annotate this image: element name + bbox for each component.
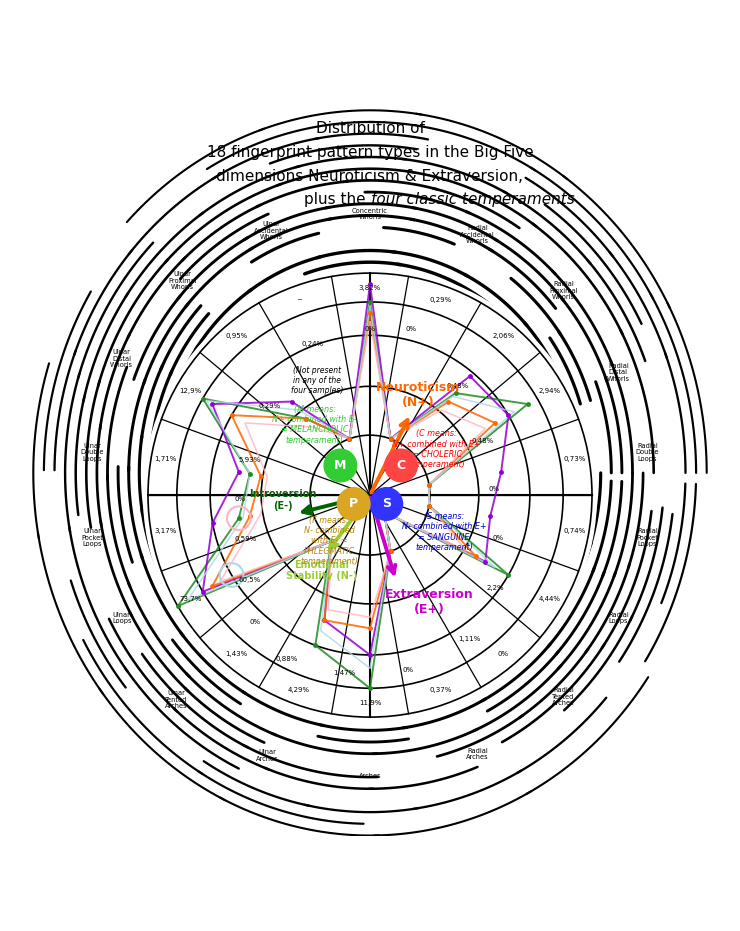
Text: 3,82%: 3,82% (359, 285, 381, 290)
Text: 0,48%: 0,48% (471, 439, 494, 444)
Text: 0%: 0% (364, 326, 376, 331)
Text: 1,71%: 1,71% (155, 456, 177, 462)
Text: 18 fingerprint pattern types in the Big Five: 18 fingerprint pattern types in the Big … (206, 145, 534, 160)
Text: 4,29%: 4,29% (288, 687, 310, 694)
Text: Emotional
Stability (N-): Emotional Stability (N-) (286, 560, 357, 581)
Text: 0,95%: 0,95% (226, 333, 248, 339)
Text: Radial
Distal
Whorls: Radial Distal Whorls (607, 363, 630, 382)
Text: 60,5%: 60,5% (238, 577, 260, 583)
Text: 0%: 0% (235, 496, 246, 502)
Text: Radial
Proximal
Whorls: Radial Proximal Whorls (549, 281, 578, 300)
Text: Radial
Pocket
Loops: Radial Pocket Loops (636, 528, 659, 547)
Text: 0,24%: 0,24% (301, 341, 323, 347)
Text: Radial
Accidental
Whorls: Radial Accidental Whorls (460, 225, 495, 244)
Text: (F means:
N- combined
with E- =
PHLEGMATIC
temperament): (F means: N- combined with E- = PHLEGMAT… (300, 516, 358, 566)
Text: four classic temperaments: four classic temperaments (371, 193, 575, 208)
Text: plus the: plus the (303, 193, 370, 208)
Text: Radial
Double
Loops: Radial Double Loops (636, 443, 659, 462)
Text: 11,9%: 11,9% (359, 700, 381, 706)
Text: Ulnar
Loops: Ulnar Loops (112, 612, 132, 624)
Text: 1,43%: 1,43% (226, 651, 248, 657)
Text: 0,48%: 0,48% (446, 383, 468, 388)
Text: Ulnar
Distal
Whorls: Ulnar Distal Whorls (110, 349, 133, 369)
Text: 0%: 0% (488, 486, 500, 492)
Text: C: C (397, 459, 406, 472)
Text: Arches: Arches (359, 774, 381, 779)
Circle shape (337, 488, 370, 520)
Text: Ulnar
Pocket
Loops: Ulnar Pocket Loops (81, 528, 104, 547)
Text: 0,73%: 0,73% (563, 456, 585, 462)
Text: 1,47%: 1,47% (333, 669, 355, 676)
Text: 0%: 0% (498, 651, 509, 657)
Text: Ulnar
Arches: Ulnar Arches (256, 749, 279, 762)
Text: Radial
Tented
Arches: Radial Tented Arches (552, 687, 575, 706)
Text: 0%: 0% (403, 668, 414, 673)
Text: 0,74%: 0,74% (563, 528, 585, 534)
Text: 2,06%: 2,06% (492, 333, 514, 339)
Text: 0,29%: 0,29% (430, 297, 452, 304)
Text: Radial
Arches: Radial Arches (466, 748, 489, 761)
Circle shape (324, 450, 357, 481)
Text: 0%: 0% (405, 326, 417, 331)
Text: ~: ~ (296, 297, 302, 304)
Circle shape (385, 450, 417, 481)
Text: Radial
Loops: Radial Loops (608, 612, 629, 624)
Text: 0,88%: 0,88% (276, 656, 298, 662)
Text: Neuroticism
(N+): Neuroticism (N+) (376, 381, 460, 410)
Text: 2,94%: 2,94% (539, 388, 561, 395)
Text: Ulnar
Accidental
Whorls: Ulnar Accidental Whorls (254, 222, 289, 240)
Text: Ulnar
Proximal
Whorls: Ulnar Proximal Whorls (168, 272, 197, 290)
Text: Extraversion
(E+): Extraversion (E+) (385, 588, 474, 616)
Text: 0,29%: 0,29% (259, 403, 281, 410)
Text: 3,17%: 3,17% (155, 528, 177, 534)
Text: Concentric
Whorls: Concentric Whorls (352, 208, 388, 220)
Text: 12,9%: 12,9% (179, 388, 201, 395)
Text: Distribution of: Distribution of (315, 121, 425, 136)
Text: Ulnar
Double
Loops: Ulnar Double Loops (81, 443, 104, 462)
Text: 0%: 0% (249, 619, 261, 626)
Text: Introversion
(E-): Introversion (E-) (249, 490, 317, 511)
Text: (C means:
N+ combined with E+
= CHOLERIC
temperament): (C means: N+ combined with E+ = CHOLERIC… (392, 429, 481, 469)
Text: (S means:
N- combined with E+
= SANGUINE
temperament): (S means: N- combined with E+ = SANGUINE… (402, 512, 486, 552)
Text: P: P (349, 497, 358, 510)
Text: S: S (382, 497, 391, 510)
Text: Ulnar
Tented
Arches: Ulnar Tented Arches (165, 690, 188, 709)
Text: 73,7%: 73,7% (179, 596, 201, 601)
Text: (Not present
in any of the
four samples): (Not present in any of the four samples) (291, 366, 343, 396)
Text: 0%: 0% (492, 535, 504, 541)
Circle shape (144, 269, 596, 722)
Text: (M means:
N+ combined with E-
= MELANCHOLIC
temperament): (M means: N+ combined with E- = MELANCHO… (272, 405, 357, 445)
Text: 4,44%: 4,44% (539, 596, 561, 601)
Circle shape (370, 488, 403, 520)
Text: dimensions Neuroticism & Extraversion,: dimensions Neuroticism & Extraversion, (217, 169, 523, 183)
Text: 2,2%: 2,2% (487, 585, 505, 590)
Text: 0,37%: 0,37% (430, 687, 452, 694)
Text: M: M (334, 459, 346, 472)
Text: 1,11%: 1,11% (459, 637, 481, 642)
Text: 5,93%: 5,93% (238, 456, 260, 463)
Text: 0,59%: 0,59% (235, 536, 257, 543)
